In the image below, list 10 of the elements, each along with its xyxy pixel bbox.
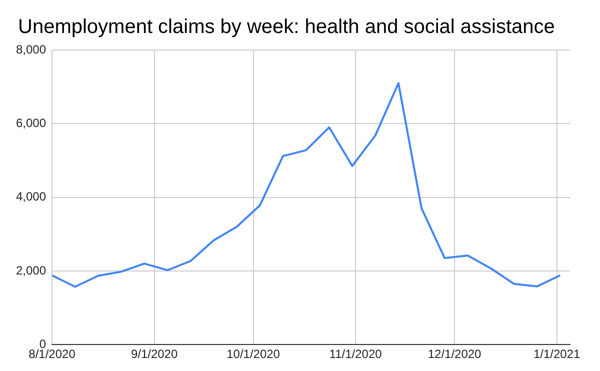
x-tick-label: 9/1/2020: [130, 347, 178, 362]
x-tick-label: 12/1/2020: [428, 347, 482, 362]
y-tick-label: 8,000: [16, 42, 46, 56]
chart-title: Unemployment claims by week: health and social assistance: [18, 16, 555, 39]
x-tick-label: 11/1/2020: [329, 347, 382, 362]
y-tick-label: 2,000: [16, 263, 46, 278]
y-tick-label: 4,000: [16, 190, 46, 204]
x-tick-label: 10/1/2020: [226, 347, 280, 362]
y-tick-label: 6,000: [16, 116, 46, 130]
x-tick-label: 1/1/2021: [533, 347, 580, 362]
